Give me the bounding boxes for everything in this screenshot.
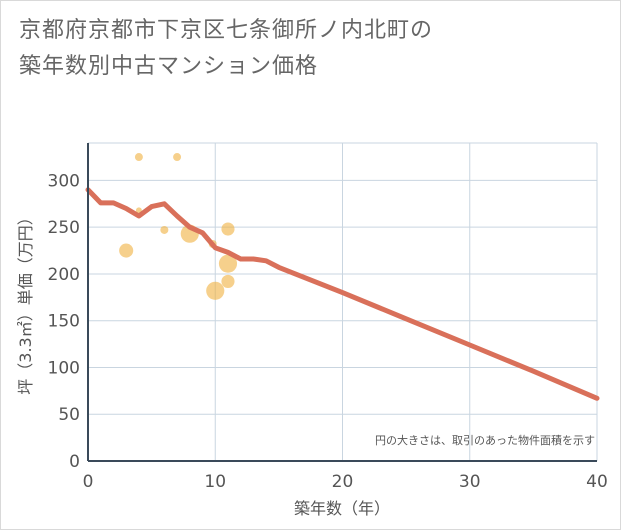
axes bbox=[87, 143, 597, 462]
data-point bbox=[119, 243, 134, 258]
size-annotation: 円の大きさは、取引のあった物件面積を示す bbox=[375, 433, 595, 447]
data-point bbox=[206, 281, 225, 300]
data-point bbox=[221, 274, 235, 288]
trend-line bbox=[85, 187, 600, 401]
y-tick-label: 0 bbox=[69, 452, 80, 472]
chart-title: 京都府京都市下京区七条御所ノ内北町の 築年数別中古マンション価格 bbox=[19, 13, 433, 85]
y-tick-label: 150 bbox=[48, 312, 80, 332]
tick-labels: 0 10 20 30 40 0 50 100 150 200 250 300 bbox=[48, 171, 608, 492]
y-axis-label: 坪（3.3㎡）単価（万円） bbox=[16, 209, 35, 394]
x-tick-label: 20 bbox=[332, 472, 354, 492]
data-point bbox=[134, 153, 143, 162]
y-tick-label: 100 bbox=[48, 358, 80, 378]
y-tick-label: 50 bbox=[58, 405, 80, 425]
data-point bbox=[221, 222, 235, 236]
y-tick-label: 300 bbox=[48, 171, 80, 191]
data-point bbox=[173, 153, 182, 162]
x-tick-label: 40 bbox=[586, 472, 608, 492]
y-tick-label: 250 bbox=[48, 218, 80, 238]
y-tick-label: 200 bbox=[48, 265, 80, 285]
x-tick-label: 0 bbox=[83, 472, 94, 492]
x-tick-label: 10 bbox=[204, 472, 226, 492]
x-axis-label: 築年数（年） bbox=[294, 499, 390, 518]
chart-title-line1: 京都府京都市下京区七条御所ノ内北町の bbox=[19, 18, 434, 43]
chart-title-line2: 築年数別中古マンション価格 bbox=[19, 54, 319, 79]
grid bbox=[88, 142, 598, 461]
data-point bbox=[160, 225, 169, 234]
data-point bbox=[218, 254, 238, 273]
x-tick-label: 30 bbox=[459, 472, 481, 492]
